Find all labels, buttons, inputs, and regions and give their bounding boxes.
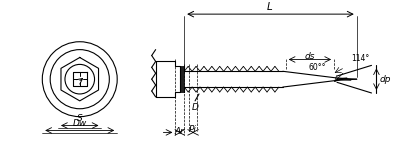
Text: D: D <box>192 103 198 112</box>
Text: Ar: Ar <box>174 127 184 136</box>
Text: L: L <box>267 2 273 12</box>
Text: Dw: Dw <box>73 119 87 128</box>
Text: dp: dp <box>379 75 391 84</box>
Text: ds: ds <box>304 52 315 61</box>
Text: 114°: 114° <box>351 54 370 63</box>
Text: 60°°: 60°° <box>308 63 326 72</box>
Text: S: S <box>77 114 83 123</box>
Text: Pi: Pi <box>189 125 197 134</box>
Bar <box>180 66 184 92</box>
